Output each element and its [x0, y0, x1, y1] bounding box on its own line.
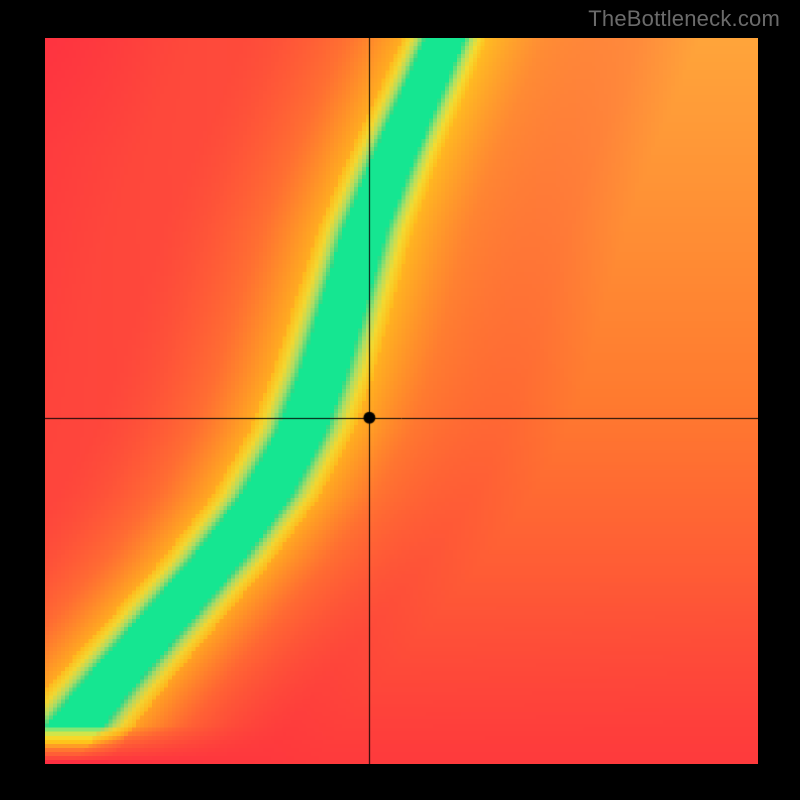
- page-root: TheBottleneck.com: [0, 0, 800, 800]
- crosshair-overlay: [45, 38, 758, 764]
- watermark-text: TheBottleneck.com: [588, 6, 780, 32]
